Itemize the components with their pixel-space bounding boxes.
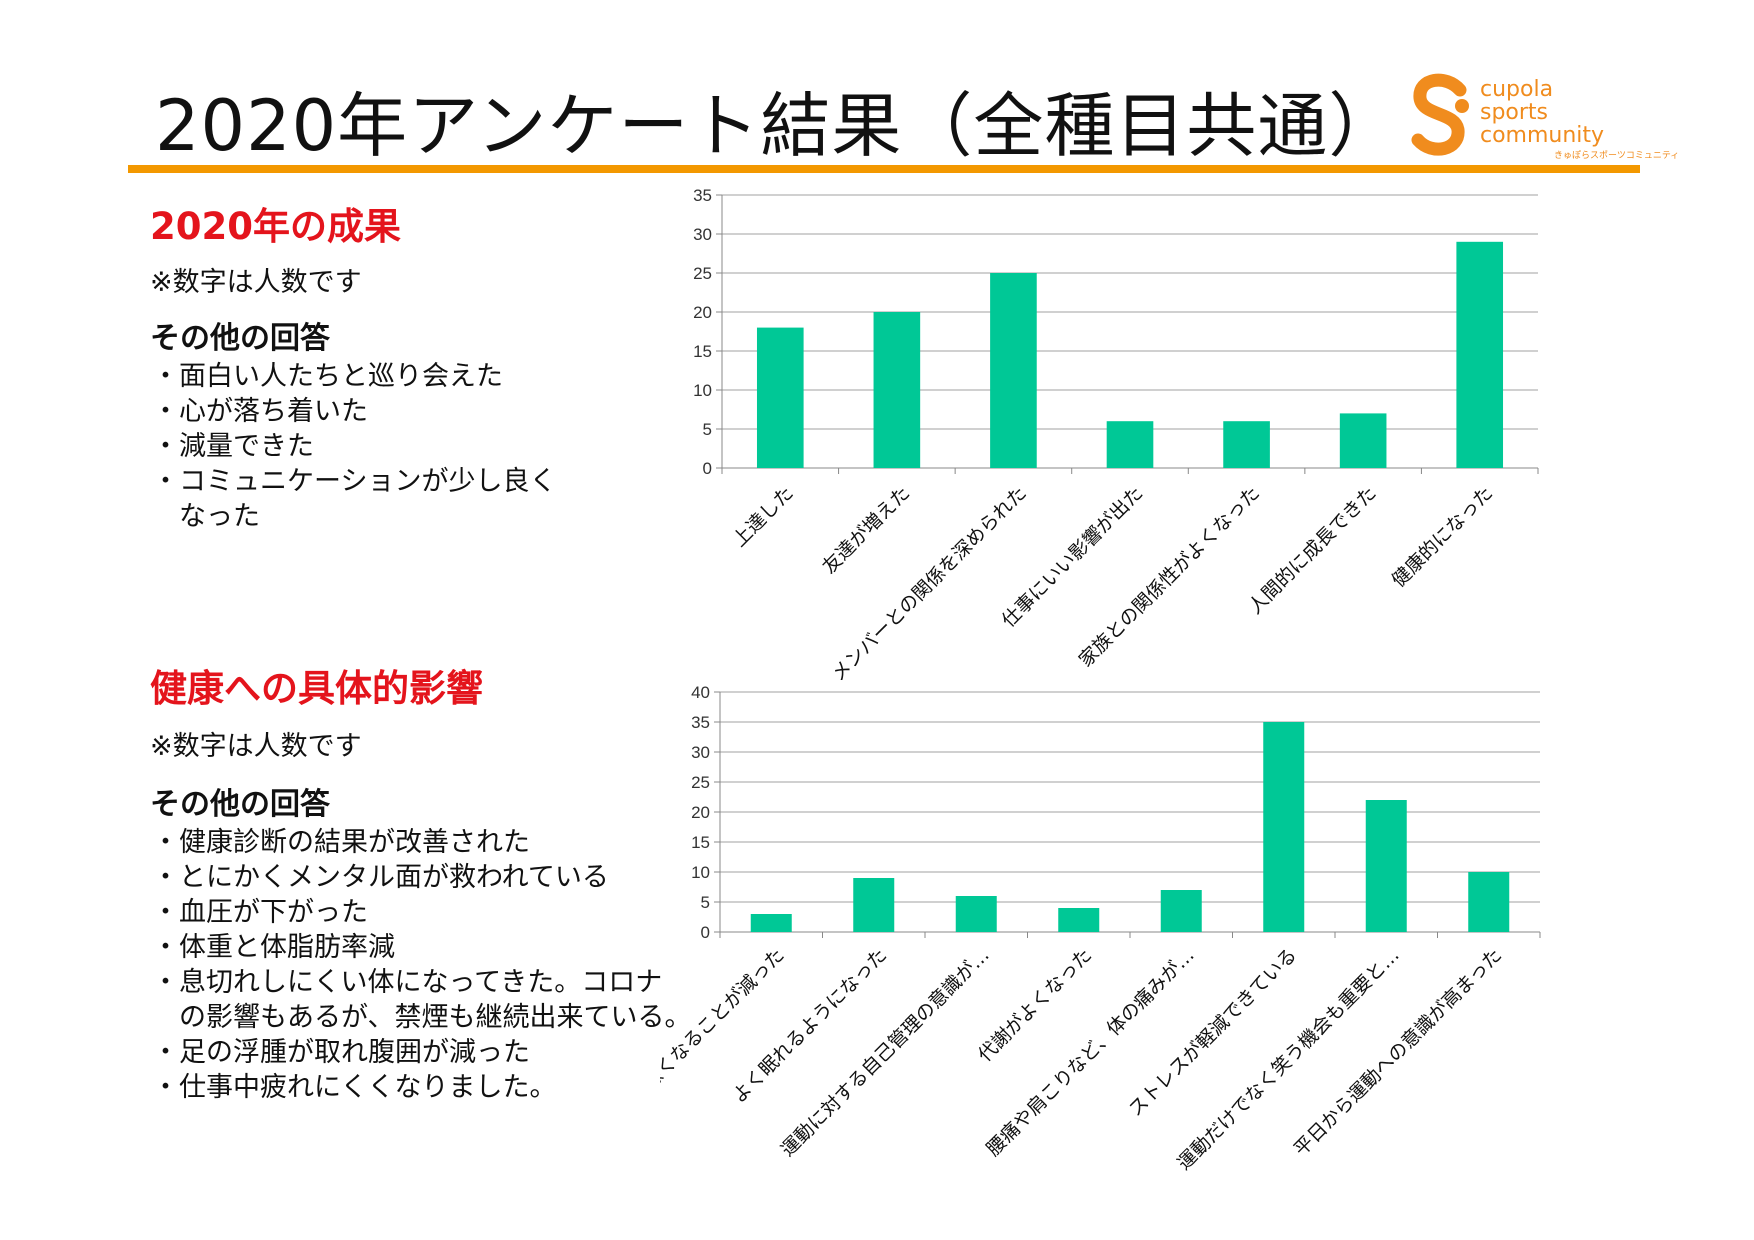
title-rule	[128, 165, 1640, 173]
bar	[1339, 413, 1387, 468]
bar	[1468, 872, 1510, 932]
y-tick-label: 30	[693, 225, 712, 244]
logo-line3: community	[1480, 123, 1605, 148]
x-category-label: 体調悪くなることが減った	[660, 944, 789, 1121]
list-item: コミュニケーションが少し良く なった	[150, 464, 750, 534]
chart-health-impact: 0 5 10 15 20 25 30 35 40 体調悪くなることが減った よく眠れるようになった運…	[660, 680, 1560, 1190]
logo-line1: cupola	[1480, 77, 1554, 102]
x-category-label: 健康的になった	[1388, 482, 1498, 592]
bar	[1106, 421, 1154, 468]
y-tick-label: 20	[691, 803, 710, 822]
bar	[1365, 800, 1407, 932]
x-category-label: 友達が増えた	[818, 482, 914, 578]
list-item: 体重と体脂肪率減	[150, 930, 750, 965]
y-tick-label: 15	[691, 833, 710, 852]
y-tick-label: 25	[691, 773, 710, 792]
bar	[955, 896, 997, 932]
list-item: 健康診断の結果が改善された	[150, 825, 750, 860]
note-text: ※数字は人数です	[150, 267, 362, 298]
y-tick-label: 20	[693, 303, 712, 322]
section-results-2020: 2020年の成果 ※数字は人数です その他の回答 面白い人たちと巡り会えた 心が…	[150, 196, 750, 534]
x-category-label: 上達した	[729, 482, 798, 551]
x-category-label: 運動だけでなく笑う機会も重要と…	[1173, 944, 1404, 1175]
y-tick-label: 0	[701, 923, 710, 942]
other-answers-list: 健康診断の結果が改善された とにかくメンタル面が救われている 血圧が下がった 体…	[150, 825, 750, 1105]
list-item: 息切れしにくい体になってきた。コロナ の影響もあるが、禁煙も継続出来ている。	[150, 965, 750, 1035]
y-tick-label: 5	[703, 420, 712, 439]
y-tick-label: 15	[693, 342, 712, 361]
chart-results-2020: 0 5 10 15 20 25 30 35 上達した 友達が増えた メンバーとの関係を深められた 仕事…	[660, 180, 1560, 720]
list-item: 心が落ち着いた	[150, 394, 750, 429]
note-text: ※数字は人数です	[150, 731, 362, 762]
bar	[750, 914, 792, 932]
bar	[1160, 890, 1202, 932]
logo-line2: sports	[1480, 100, 1549, 125]
x-category-label: ストレスが軽減できている	[1124, 944, 1301, 1121]
x-category-label: メンバーとの関係を深められた	[827, 482, 1031, 686]
list-item: 面白い人たちと巡り会えた	[150, 359, 750, 394]
list-item: 仕事中疲れにくくなりました。	[150, 1070, 750, 1105]
list-item: 血圧が下がった	[150, 895, 750, 930]
other-answers-list: 面白い人たちと巡り会えた 心が落ち着いた 減量できた コミュニケーションが少し良…	[150, 359, 750, 534]
bar	[853, 878, 895, 932]
logo: cupola sports community きゅぽらスポーツコミュニティ	[1410, 72, 1679, 162]
y-tick-label: 25	[693, 264, 712, 283]
bar	[756, 327, 804, 468]
other-answers-heading: その他の回答	[150, 321, 330, 356]
list-item: 足の浮腫が取れ腹囲が減った	[150, 1035, 750, 1070]
bar-chart-health: 0510152025303540体調悪くなることが減ったよく眠れるようになった運…	[660, 683, 1541, 1175]
section-health-impact: 健康への具体的影響 ※数字は人数です その他の回答 健康診断の結果が改善された …	[150, 658, 750, 1105]
logo-mark-icon	[1411, 73, 1469, 156]
page-title: 2020年アンケート結果（全種目共通）	[155, 85, 1400, 167]
section-heading: 健康への具体的影響	[150, 667, 483, 710]
list-item: とにかくメンタル面が救われている	[150, 860, 750, 895]
section-heading: 2020年の成果	[150, 205, 401, 248]
logo-wordmark: cupola sports community	[1480, 78, 1604, 147]
bar	[1263, 722, 1305, 932]
bar	[1456, 241, 1504, 468]
y-tick-label: 10	[693, 381, 712, 400]
x-category-label: 腰痛や肩こりなど、体の痛みが…	[982, 944, 1198, 1160]
y-tick-label: 10	[691, 863, 710, 882]
list-item: 減量できた	[150, 429, 750, 464]
bar	[1058, 908, 1100, 932]
logo-subtitle: きゅぽらスポーツコミュニティ	[1554, 151, 1680, 161]
x-category-label: 平日から運動への意識が高まった	[1290, 944, 1507, 1161]
y-tick-label: 35	[693, 186, 712, 205]
bar	[873, 312, 921, 468]
y-tick-label: 35	[691, 713, 710, 732]
bar	[1223, 421, 1270, 468]
y-tick-label: 40	[691, 683, 710, 702]
bar	[990, 273, 1037, 468]
y-tick-label: 0	[703, 459, 712, 478]
other-answers-heading: その他の回答	[150, 787, 330, 822]
y-tick-label: 30	[691, 743, 710, 762]
x-category-label: 人間的に成長できた	[1244, 482, 1380, 618]
x-category-label: 運動に対する自己管理の意識が…	[777, 944, 994, 1161]
y-tick-label: 5	[701, 893, 710, 912]
